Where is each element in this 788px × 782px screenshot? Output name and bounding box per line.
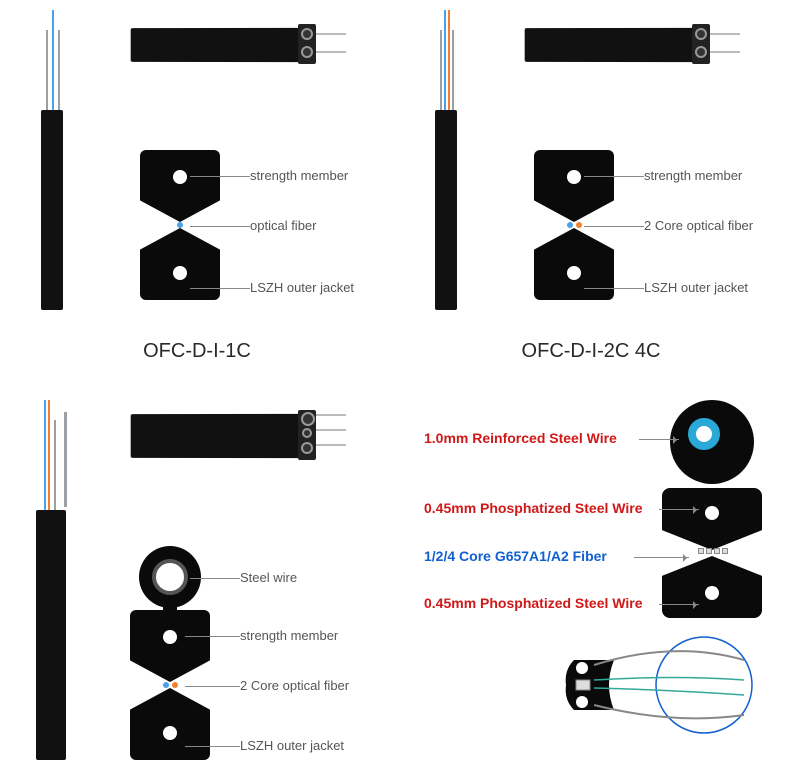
product-panel-2c4c: strength member 2 Core optical fiber LSZ…: [394, 0, 788, 330]
callout-optical-fiber: optical fiber: [250, 218, 316, 233]
strength-member-hole: [163, 726, 177, 740]
callout-strength-member: strength member: [240, 628, 338, 643]
cable-jacket: [36, 510, 66, 760]
steel-wire: [452, 30, 454, 115]
steel-wire: [440, 30, 442, 115]
steel-wire: [58, 30, 60, 115]
fiber-strand: [48, 400, 50, 510]
bowtie-profile: [130, 610, 210, 760]
callout-outer-jacket: LSZH outer jacket: [644, 280, 748, 295]
cable-jacket: [41, 110, 63, 310]
labeled-cross-section: 1.0mm Reinforced Steel Wire 0.45mm Phosp…: [424, 400, 784, 760]
cable-side-view: [422, 10, 470, 320]
callout-optical-fiber: 2 Core optical fiber: [644, 218, 753, 233]
product-panel-labeled: 1.0mm Reinforced Steel Wire 0.45mm Phosp…: [394, 380, 788, 780]
label-fiber-core: 1/2/4 Core G657A1/A2 Fiber: [424, 548, 634, 564]
steel-wire-ring: [139, 546, 201, 608]
cable-side-view: [28, 10, 76, 320]
fiber-strand: [448, 10, 450, 110]
product-panel-1c: strength member optical fiber LSZH outer…: [0, 0, 394, 330]
cable-end-face: [298, 24, 316, 64]
fiber-strand: [52, 10, 54, 110]
bowtie-profile: [534, 150, 614, 300]
cable-end-face: [692, 24, 710, 64]
strength-member-hole: [173, 170, 187, 184]
fiber-core: [163, 682, 169, 688]
fiber-strand: [444, 10, 446, 110]
steel-wire: [54, 420, 56, 515]
callout-steel-wire: Steel wire: [240, 570, 297, 585]
fiber-core: [177, 222, 183, 228]
fiber-core: [576, 222, 582, 228]
callout-optical-fiber: 2 Core optical fiber: [240, 678, 349, 693]
cross-section-diagram: strength member 2 Core optical fiber LSZ…: [534, 150, 764, 320]
phosphatized-steel-dot: [705, 586, 719, 600]
label-reinforced-steel: 1.0mm Reinforced Steel Wire: [424, 430, 639, 446]
cable-perspective-view: [130, 404, 310, 464]
callout-strength-member: strength member: [250, 168, 348, 183]
steel-wire-core-icon: [688, 418, 720, 450]
reinforced-steel-ring: [670, 400, 754, 484]
product-code-1c: OFC-D-I-1C: [0, 330, 394, 380]
callout-outer-jacket: LSZH outer jacket: [250, 280, 354, 295]
callout-outer-jacket: LSZH outer jacket: [240, 738, 344, 753]
strength-member-hole: [163, 630, 177, 644]
cable-jacket: [435, 110, 457, 310]
fiber-core: [567, 222, 573, 228]
bowtie-profile: [662, 488, 762, 618]
phosphatized-steel-dot: [705, 506, 719, 520]
cable-perspective-view: [130, 18, 310, 78]
callout-strength-member: strength member: [644, 168, 742, 183]
cable-splayed-view: [554, 630, 754, 740]
product-panel-steelwire: Steel wire strength member 2 Core optica…: [0, 380, 394, 780]
product-code-2c4c: OFC-D-I-2C 4C: [394, 330, 788, 380]
steel-wire: [46, 30, 48, 115]
strength-member-hole: [173, 266, 187, 280]
cross-section-diagram: Steel wire strength member 2 Core optica…: [130, 550, 360, 770]
fiber-core: [172, 682, 178, 688]
cable-end-face: [298, 410, 316, 460]
label-phosphatized-top: 0.45mm Phosphatized Steel Wire: [424, 500, 659, 516]
cable-perspective-view: [524, 18, 704, 78]
fiber-core-array: [698, 548, 728, 554]
cross-section-diagram: strength member optical fiber LSZH outer…: [140, 150, 370, 320]
bowtie-profile: [140, 150, 220, 300]
steel-wire: [64, 412, 67, 507]
strength-member-hole: [567, 170, 581, 184]
strength-member-hole: [567, 266, 581, 280]
fiber-strand: [44, 400, 46, 510]
label-phosphatized-bot: 0.45mm Phosphatized Steel Wire: [424, 595, 659, 611]
cable-side-view: [28, 400, 76, 760]
